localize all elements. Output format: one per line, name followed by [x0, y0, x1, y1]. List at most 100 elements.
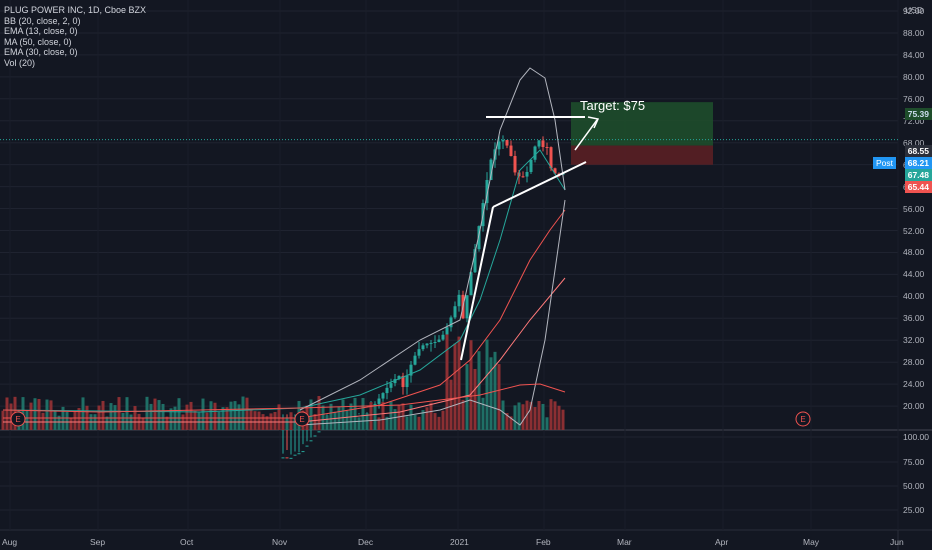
candle: [437, 339, 441, 342]
target-price-tag: 75.39: [904, 108, 932, 120]
volume-bar: [277, 404, 281, 430]
volume-bar: [329, 403, 333, 430]
volume-bar: [433, 413, 437, 430]
volume-bar: [285, 417, 289, 430]
target-arrow-shaft: [574, 119, 598, 151]
volume-bar: [413, 414, 417, 430]
time-tick-label: Nov: [272, 537, 288, 547]
volume-bar: [369, 402, 373, 430]
price-tick-label: 80.00: [903, 71, 925, 82]
volume-tick-label: 25.00: [903, 505, 925, 515]
symbol-title[interactable]: PLUG POWER INC, 1D, Cboe BZX: [4, 5, 147, 15]
volume-bar: [249, 409, 253, 430]
volume-bar: [109, 403, 113, 430]
volume-bar: [189, 401, 193, 430]
time-tick-label: Dec: [358, 537, 374, 547]
price-tick-label: 56.00: [903, 203, 925, 214]
volume-bar: [457, 336, 461, 430]
volume-bar: [449, 379, 453, 430]
candle: [389, 383, 393, 388]
indicator-legend: PLUG POWER INC, 1D, Cboe BZX BB (20, clo…: [4, 5, 146, 68]
volume-tick-label: 100.00: [903, 432, 929, 442]
price-tick-label: 28.00: [903, 357, 925, 368]
last-price-tag: 68.55: [904, 145, 932, 157]
volume-bar: [37, 398, 41, 430]
price-tick-label: 84.00: [903, 49, 925, 60]
earnings-marker-label: E: [800, 415, 805, 424]
volume-bar: [233, 401, 237, 430]
volume-bar: [345, 410, 349, 430]
volume-bar: [497, 364, 501, 430]
volume-bar: [161, 403, 165, 430]
candle: [513, 156, 517, 173]
price-tick-label: 68.00: [903, 137, 925, 148]
volume-bar: [25, 410, 29, 430]
volume-bar: [325, 415, 329, 430]
volume-bar: [377, 417, 381, 430]
candle: [381, 393, 385, 399]
volume-bar: [153, 398, 157, 430]
indicator-bb[interactable]: BB (20, close, 2, 0): [4, 15, 81, 26]
indicator-ema30[interactable]: EMA (30, close, 0): [4, 47, 78, 57]
candle: [413, 355, 417, 365]
candle: [497, 141, 501, 150]
volume-bar: [41, 412, 45, 430]
entry-price-tag: 67.48: [904, 169, 932, 181]
volume-bar: [561, 409, 565, 430]
volume-bar: [421, 410, 425, 430]
volume-bar: [469, 340, 473, 430]
candle: [505, 140, 509, 146]
candle: [525, 172, 529, 177]
candle: [489, 159, 493, 181]
volume-bar: [69, 417, 73, 430]
volume-bar: [529, 401, 533, 430]
indicator-ema13[interactable]: EMA (13, close, 0): [4, 26, 78, 36]
volume-bar: [485, 339, 489, 430]
candle: [473, 249, 477, 273]
price-tick-label: 36.00: [903, 313, 925, 324]
candle: [501, 140, 505, 142]
time-tick-label: Jun: [890, 537, 904, 547]
candle: [533, 146, 537, 160]
volume-tick-label: 50.00: [903, 481, 925, 491]
volume-bar: [521, 404, 525, 430]
volume-bar: [361, 397, 365, 430]
volume-bar: [281, 417, 285, 430]
volume-bar: [313, 414, 317, 430]
ema30-line: [3, 209, 566, 419]
volume-bar: [217, 411, 221, 430]
volume-bar: [461, 399, 465, 430]
trendline-breakout: [460, 206, 494, 361]
volume-bar: [557, 405, 561, 430]
volume-bar: [489, 357, 493, 430]
volume-bar: [57, 415, 61, 430]
candle: [289, 457, 293, 459]
candle: [469, 272, 473, 296]
volume-bar: [549, 399, 553, 430]
price-tick-label: 48.00: [903, 247, 925, 258]
candle: [477, 226, 481, 250]
candle: [309, 440, 313, 442]
target-annotation[interactable]: Target: $75: [580, 98, 646, 113]
volume-bar: [553, 401, 557, 430]
price-tick-label: 92.00: [903, 6, 925, 16]
volume-bar: [353, 397, 357, 430]
volume-bar: [341, 399, 345, 430]
post-price-tag: 68.21: [904, 157, 932, 169]
indicator-volume[interactable]: Vol (20): [4, 57, 36, 68]
volume-bar: [321, 405, 325, 430]
volume-bar: [309, 399, 313, 430]
volume-bar: [537, 400, 541, 430]
volume-bar: [193, 410, 197, 430]
time-tick-label: Sep: [90, 537, 106, 547]
post-label: Post: [873, 157, 897, 169]
candle: [405, 375, 409, 388]
volume-bar: [533, 407, 537, 430]
candle: [281, 457, 285, 459]
candle: [285, 457, 289, 459]
trendline-support: [492, 161, 587, 208]
indicator-ma50[interactable]: MA (50, close, 0): [4, 36, 72, 47]
candle: [377, 398, 381, 404]
